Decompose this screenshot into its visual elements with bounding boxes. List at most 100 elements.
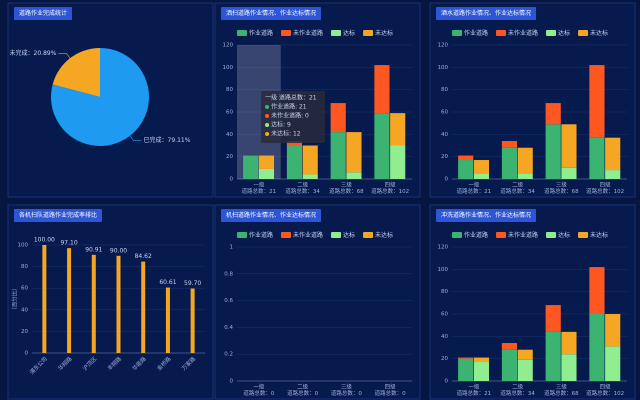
y-tick-label: 40 [21, 307, 28, 313]
legend-label: 未作业道路 [508, 231, 538, 239]
y-tick-label: 120 [438, 245, 449, 251]
bar-segment [458, 160, 474, 179]
legend-swatch [331, 232, 342, 238]
bar-segment [243, 155, 259, 179]
bar-segment [390, 113, 406, 146]
x-tick-label: 道路总数：0 [287, 389, 319, 397]
tooltip-dot [265, 132, 270, 136]
legend-swatch [363, 232, 374, 238]
bar-segment [517, 359, 533, 381]
bar-segment [545, 305, 561, 332]
leader-line [58, 53, 71, 59]
x-tick-label: 道路总数：68 [329, 187, 364, 195]
y-tick-label: 100 [223, 65, 234, 71]
bar-segment [302, 145, 318, 175]
bar-segment [458, 357, 474, 359]
bar [42, 245, 47, 353]
x-tick-label: 二级 [512, 383, 524, 391]
panel-title: 道路作业完成统计 [19, 9, 67, 17]
bar [190, 288, 195, 353]
x-tick-label: 道路总数：68 [544, 389, 579, 397]
y-tick-label: 0 [445, 177, 449, 183]
y-tick-label: 80 [226, 87, 233, 93]
y-tick-label: 100 [18, 243, 29, 249]
y-tick-label: 80 [441, 87, 448, 93]
legend-swatch [578, 232, 589, 238]
y-tick-label: 0 [230, 379, 234, 385]
legend-swatch [546, 232, 557, 238]
x-tick-label: 三级 [556, 383, 568, 391]
legend-label: 作业道路 [464, 29, 488, 37]
pie-slice [51, 48, 149, 146]
x-tick-label: 道路总数：34 [500, 389, 535, 397]
bar-segment [258, 155, 275, 169]
bar-segment [374, 113, 390, 179]
tooltip-item: 作业道路: 21 [271, 103, 307, 111]
y-tick-label: 60 [441, 110, 448, 116]
pie-slice [52, 48, 100, 97]
bar-segment [473, 362, 490, 381]
panel-title: 冲洗道路作业情况、作业达标情况 [441, 211, 531, 219]
bar-segment [517, 147, 533, 174]
bar-segment [330, 132, 346, 179]
value-label: 60.61 [159, 279, 176, 286]
x-tick-label: 三级 [341, 181, 353, 189]
legend-label: 未达标 [375, 231, 393, 239]
value-label: 59.70 [184, 280, 201, 287]
x-tick-label: 道路总数：102 [586, 389, 624, 397]
bar-segment [561, 331, 577, 355]
bar-segment [517, 349, 533, 360]
bar-segment [473, 173, 490, 179]
y-tick-label: 20 [441, 154, 448, 160]
bar-segment [589, 65, 605, 138]
bar-segment [517, 173, 533, 179]
bar-segment [561, 124, 577, 168]
title-badge [221, 209, 322, 222]
legend-label: 未达标 [590, 231, 608, 239]
y-tick-label: 0 [230, 177, 234, 183]
bar-segment [501, 349, 518, 381]
leader-line [129, 135, 142, 141]
bar-segment [589, 137, 605, 179]
legend-label: 未达标 [590, 29, 608, 37]
bar-segment [374, 65, 390, 114]
bar-segment [561, 167, 577, 179]
x-tick-label: 二级 [512, 181, 524, 189]
panel-title: 酒水道路作业情况、作业达标情况 [441, 9, 531, 17]
panel-title: 各机扫队道路作业完成率排比 [19, 211, 97, 219]
bar-segment [458, 155, 474, 161]
x-tick-label: 二级 [297, 383, 309, 391]
title-badge [221, 7, 322, 20]
y-tick-label: 20 [226, 154, 233, 160]
bar-segment [561, 354, 577, 381]
y-tick-label: 1 [230, 245, 234, 251]
bar-segment [346, 132, 362, 173]
tooltip-item: 达标: 9 [271, 121, 291, 129]
bar-segment [605, 170, 621, 179]
y-tick-label: 0.6 [224, 298, 233, 304]
bar-segment [473, 160, 490, 174]
x-tick-label: 一级 [253, 383, 265, 391]
bar-segment [390, 145, 406, 179]
legend-label: 达标 [558, 231, 570, 239]
legend-label: 作业道路 [249, 29, 273, 37]
x-tick-label: 道路总数：102 [586, 187, 624, 195]
legend-label: 达标 [558, 29, 570, 37]
y-tick-label: 60 [441, 312, 448, 318]
legend-swatch [363, 30, 374, 36]
bar-segment [589, 267, 605, 314]
legend-swatch [452, 232, 462, 238]
bar-segment [473, 357, 490, 363]
y-tick-label: 40 [441, 132, 448, 138]
bar-segment [286, 141, 303, 146]
x-tick-label: 二级 [297, 181, 309, 189]
bar [91, 254, 96, 353]
legend-swatch [237, 232, 247, 238]
y-tick-label: 60 [226, 110, 233, 116]
y-tick-label: 40 [441, 334, 448, 340]
y-tick-label: 100 [438, 267, 449, 273]
title-badge [14, 209, 103, 222]
x-tick-label: 一级 [468, 181, 480, 189]
